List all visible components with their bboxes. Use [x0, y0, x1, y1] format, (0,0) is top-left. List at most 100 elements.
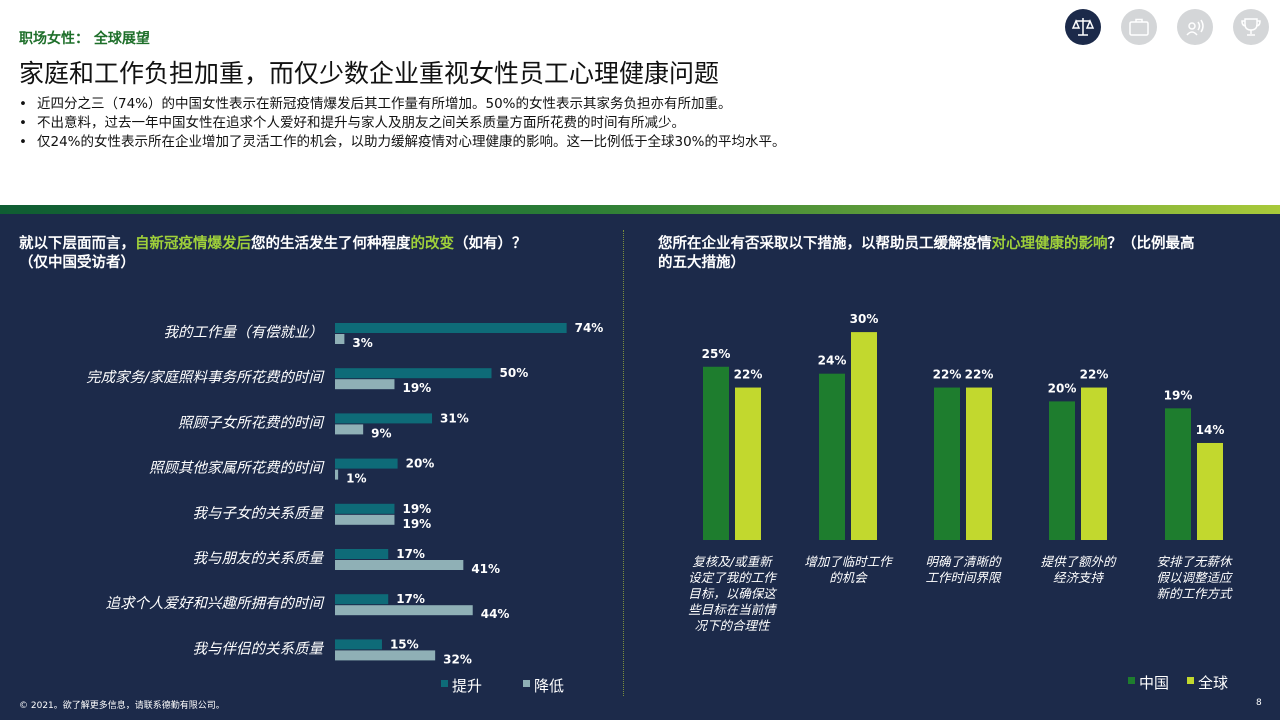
- legend-label: 全球: [1198, 674, 1228, 692]
- left-title-highlight: 的改变: [410, 236, 455, 252]
- data-label: 14%: [1196, 423, 1225, 437]
- page-title: 家庭和工作负担加重，而仅少数企业重视女性员工心理健康问题: [19, 59, 720, 88]
- category-label: 目标，以确保这: [688, 586, 777, 601]
- bar-decrease: [335, 605, 473, 616]
- category-label: 我与朋友的关系质量: [193, 550, 325, 567]
- data-label: 19%: [402, 502, 431, 516]
- data-label: 9%: [371, 426, 391, 440]
- bar-china: [703, 366, 729, 540]
- bar-increase: [335, 323, 567, 333]
- briefcase-icon[interactable]: [1121, 9, 1157, 45]
- category-label: 完成家务/家庭照料事务所花费的时间: [86, 369, 325, 386]
- bar-china: [819, 373, 845, 540]
- page-number: 8: [1256, 698, 1262, 708]
- bar-global: [735, 387, 761, 540]
- left-title-highlight: 自新冠疫情爆发后: [135, 236, 251, 252]
- data-label: 3%: [352, 336, 372, 350]
- data-label: 30%: [850, 312, 879, 326]
- category-label: 照顾其他家属所花费的时间: [149, 460, 325, 477]
- bar-decrease: [335, 650, 436, 661]
- section-tag: 职场女性： 全球展望: [19, 31, 150, 47]
- legend-swatch: [1187, 677, 1194, 684]
- bullet-item: 仅24%的女性表示所在企业增加了灵活工作的机会，以助力缓解疫情对心理健康的影响。…: [19, 133, 786, 152]
- bullet-list: 近四分之三（74%）的中国女性表示在新冠疫情爆发后其工作量有所增加。50%的女性…: [19, 95, 786, 152]
- bar-decrease: [335, 379, 395, 390]
- balance-scale-icon[interactable]: [1065, 9, 1101, 45]
- category-label: 工作时间界限: [925, 570, 1002, 585]
- bar-increase: [335, 503, 395, 514]
- bar-global: [1197, 442, 1223, 540]
- footer-copyright: © 2021。欲了解更多信息，请联系德勤有限公司。: [19, 701, 225, 711]
- bar-china: [934, 387, 960, 540]
- decorative-stripe: [0, 205, 1280, 214]
- category-label: 假以调整适应: [1156, 570, 1234, 585]
- data-label: 31%: [440, 411, 469, 425]
- left-title-subtitle: （仅中国受访者）: [19, 255, 135, 271]
- category-label: 提供了额外的: [1040, 554, 1117, 569]
- data-label: 22%: [734, 368, 763, 382]
- header-area: 职场女性： 全球展望 家庭和工作负担加重，而仅少数企业重视女性员工心理健康问题 …: [0, 0, 1280, 205]
- left-title-part: 就以下层面而言，: [19, 236, 135, 252]
- data-label: 17%: [396, 592, 425, 606]
- data-label: 50%: [500, 366, 529, 380]
- data-label: 1%: [346, 472, 366, 486]
- data-label: 25%: [702, 347, 731, 361]
- category-label: 我与伴侣的关系质量: [193, 640, 325, 657]
- data-label: 74%: [575, 321, 604, 335]
- legend-label: 提升: [452, 677, 482, 695]
- bar-decrease: [335, 424, 364, 435]
- category-label: 况下的合理性: [694, 618, 771, 633]
- bar-global: [851, 332, 877, 540]
- trophy-icon[interactable]: [1233, 9, 1269, 45]
- bar-global: [1081, 387, 1107, 540]
- legend-swatch: [441, 680, 448, 687]
- category-label: 我与子女的关系质量: [193, 505, 325, 522]
- right-title-part: 的五大措施）: [658, 255, 745, 271]
- bar-china: [1049, 401, 1075, 540]
- left-chart-title: 就以下层面而言，自新冠疫情爆发后您的生活发生了何种程度的改变（如有）？ （仅中国…: [19, 235, 609, 273]
- bar-decrease: [335, 560, 464, 570]
- bar-decrease: [335, 469, 339, 480]
- category-label: 复核及/或重新: [692, 554, 773, 569]
- right-title-part: ？（比例最高: [1107, 236, 1195, 252]
- bar-decrease: [335, 514, 395, 525]
- podcast-icon[interactable]: [1177, 9, 1213, 45]
- category-label: 明确了清晰的: [925, 554, 1002, 569]
- category-label: 照顾子女所花费的时间: [178, 414, 325, 431]
- left-title-part: 您的生活发生了何种程度: [251, 236, 411, 252]
- data-label: 17%: [396, 547, 425, 561]
- data-label: 32%: [443, 652, 472, 666]
- right-title-part: 您所在企业有否采取以下措施，以帮助员工缓解疫情: [658, 236, 992, 252]
- bar-decrease: [335, 334, 345, 344]
- data-label: 20%: [406, 457, 435, 471]
- category-label: 我的工作量（有偿就业）: [164, 324, 324, 341]
- right-chart-title: 您所在企业有否采取以下措施，以帮助员工缓解疫情对心理健康的影响？（比例最高 的五…: [658, 235, 1268, 273]
- legend-label: 中国: [1139, 674, 1169, 692]
- left-title-part: （如有）？: [454, 236, 527, 252]
- right-title-highlight: 对心理健康的影响: [991, 236, 1108, 252]
- category-label: 些目标在当前情: [688, 602, 777, 617]
- data-label: 44%: [481, 607, 510, 621]
- bar-increase: [335, 413, 433, 424]
- bar-increase: [335, 549, 389, 559]
- category-label: 追求个人爱好和兴趣所拥有的时间: [106, 595, 326, 612]
- data-label: 19%: [402, 381, 431, 395]
- data-label: 20%: [1048, 381, 1077, 395]
- data-label: 15%: [390, 637, 419, 651]
- bar-china: [1165, 408, 1191, 540]
- bullet-item: 近四分之三（74%）的中国女性表示在新冠疫情爆发后其工作量有所增加。50%的女性…: [19, 95, 786, 114]
- category-label: 的机会: [829, 570, 868, 585]
- bar-increase: [335, 639, 382, 650]
- legend-label: 降低: [534, 677, 564, 695]
- data-label: 19%: [402, 517, 431, 531]
- data-label: 24%: [818, 354, 847, 368]
- category-label: 增加了临时工作: [804, 554, 894, 569]
- panel-divider: [623, 230, 624, 696]
- data-label: 41%: [471, 562, 500, 576]
- bar-global: [966, 387, 992, 540]
- category-label: 新的工作方式: [1156, 586, 1233, 601]
- legend-swatch: [523, 680, 530, 687]
- category-label: 安排了无薪休: [1156, 554, 1233, 569]
